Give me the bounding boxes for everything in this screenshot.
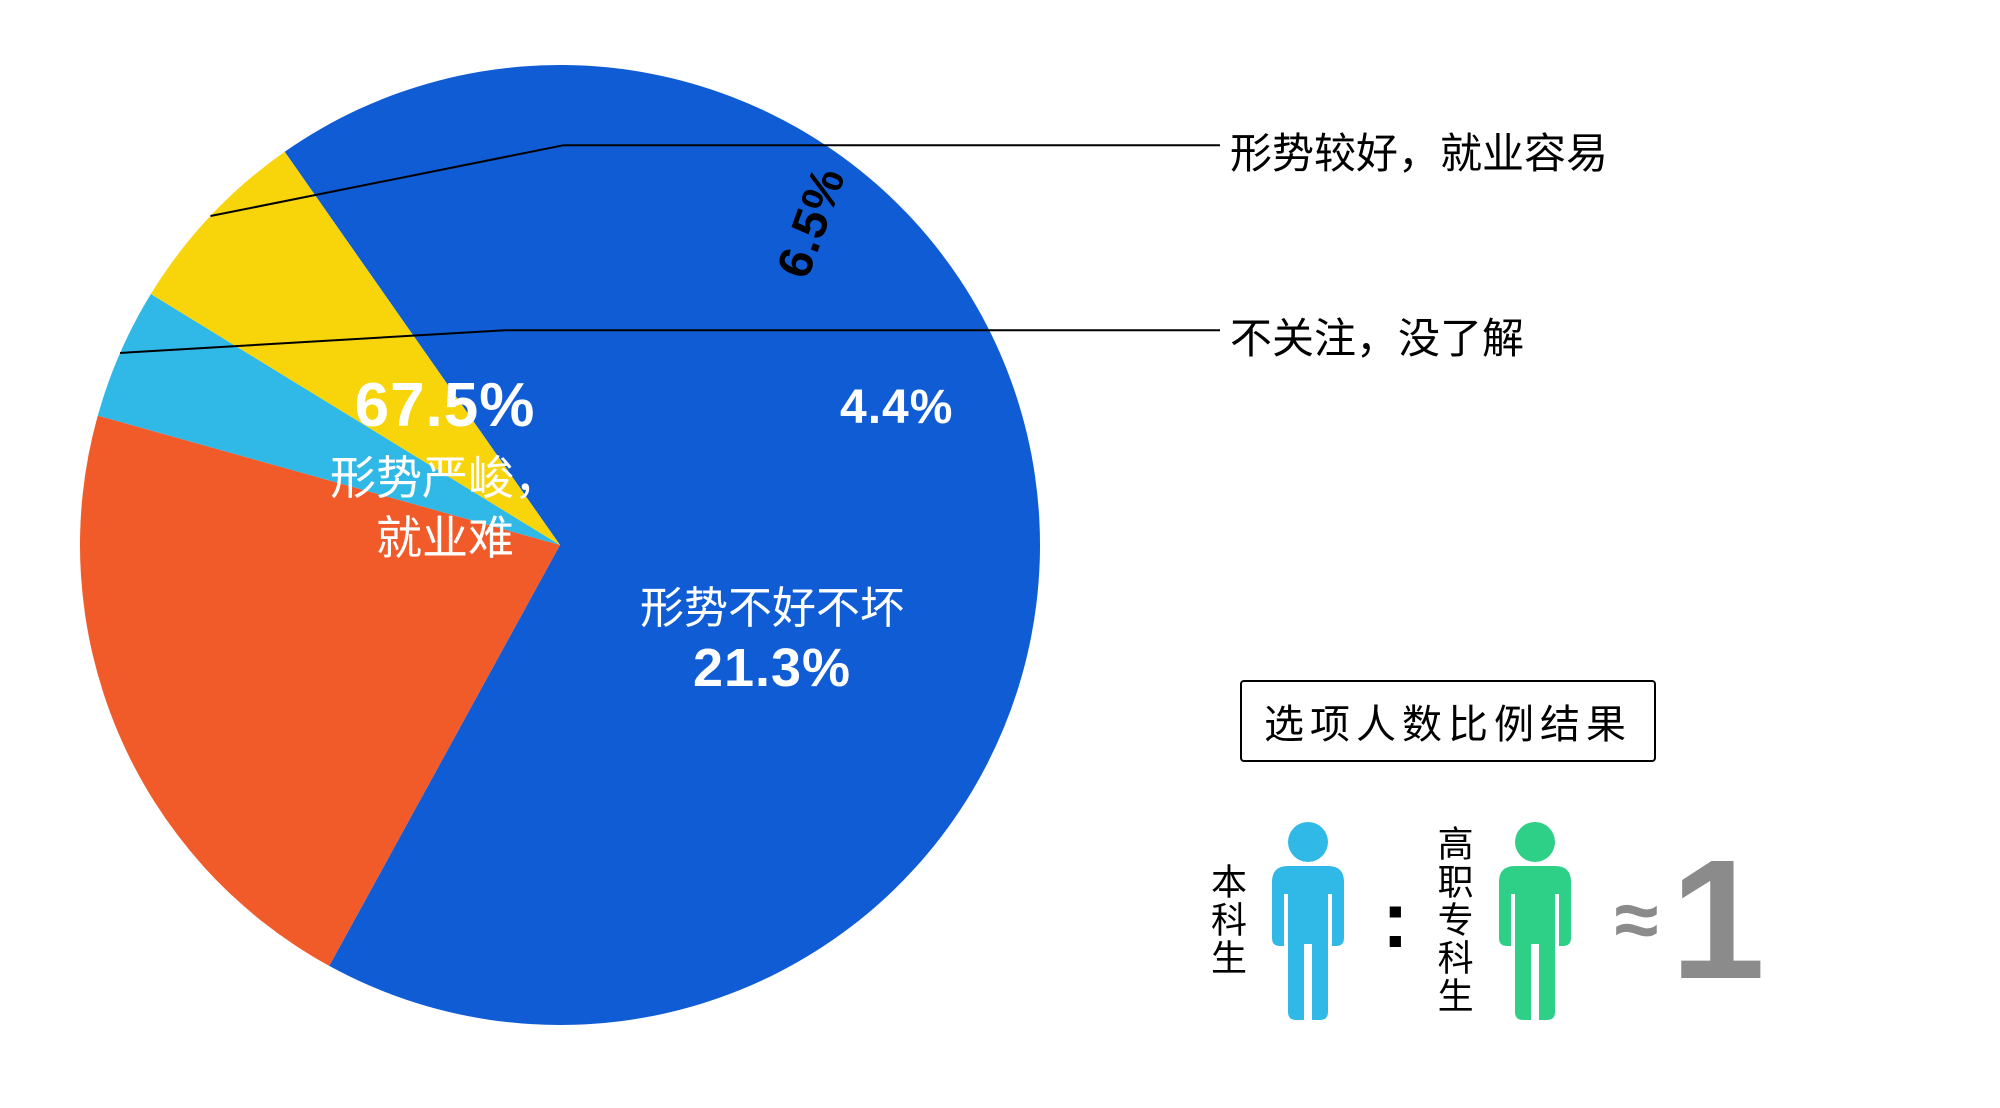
ratio-value: 1 — [1671, 835, 1766, 1005]
slice-neutral-label: 形势不好不坏21.3% — [640, 580, 904, 699]
slice-neutral-text: 形势不好不坏 — [640, 580, 904, 637]
person-icon-left — [1260, 820, 1356, 1020]
ratio-group: 本科生 : 高职专科生 ≈ 1 — [1200, 820, 1765, 1020]
slice-neutral-percent: 21.3% — [640, 637, 904, 699]
slice-unaware-callout-text: 不关注，没了解 — [1230, 305, 1524, 366]
ratio-right-label: 高职专科生 — [1427, 825, 1479, 1015]
slice-good-label: 6.5% — [755, 195, 868, 250]
slice-unaware-percent: 4.4% — [840, 380, 953, 435]
ratio-approx: ≈ — [1615, 874, 1659, 966]
person-icon-right — [1487, 820, 1583, 1020]
ratio-colon: : — [1382, 874, 1409, 966]
legend-title: 选项人数比例结果 — [1264, 703, 1632, 747]
slice-severe-label: 67.5% 形势严峻，就业难 — [330, 370, 560, 569]
slice-unaware-label: 4.4% — [840, 380, 953, 435]
ratio-left-label: 本科生 — [1200, 863, 1252, 977]
slice-good-callout-text: 形势较好，就业容易 — [1230, 120, 1608, 181]
infographic-canvas: 67.5%形势严峻，就业难形势不好不坏21.3%不关注，没了解4.4%形势较好，… — [0, 0, 2000, 1108]
legend-title-box: 选项人数比例结果 — [1240, 680, 1656, 762]
slice-severe-percent: 67.5% — [330, 370, 560, 441]
slice-severe-text: 形势严峻，就业难 — [330, 449, 560, 569]
